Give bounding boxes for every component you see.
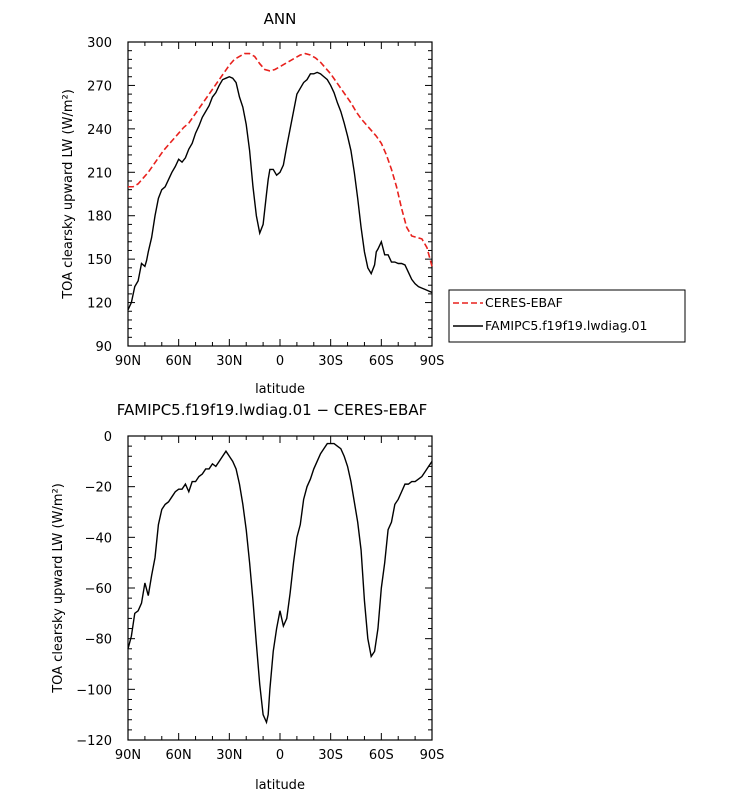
top-chart-title: ANN (264, 10, 297, 28)
legend: CERES-EBAF FAMIPC5.f19f19.lwdiag.01 (448, 289, 686, 343)
y-tick-label: −20 (85, 481, 112, 496)
series-line-famipc5 (127, 71, 433, 311)
top-series-lines (127, 52, 433, 311)
x-tick-label: 0 (276, 354, 284, 369)
x-tick-label: 90N (115, 748, 141, 763)
top-x-axis-label: latitude (255, 382, 305, 397)
y-tick-label: 150 (87, 253, 112, 268)
bottom-x-axis-label: latitude (255, 778, 305, 793)
y-tick-label: 120 (87, 297, 112, 312)
x-tick-label: 90S (420, 748, 445, 763)
bottom-panel: FAMIPC5.f19f19.lwdiag.01 − CERES-EBAF 90… (51, 401, 444, 793)
bottom-tick-marks (127, 435, 433, 741)
legend-label-ceres-ebaf: CERES-EBAF (485, 295, 563, 310)
y-tick-label: −100 (76, 683, 112, 698)
y-tick-label: 240 (87, 123, 112, 138)
bottom-x-tick-labels: 90N 60N 30N 0 30S 60S 90S (115, 748, 445, 763)
bottom-series-lines (127, 442, 433, 725)
top-y-axis-label: TOA clearsky upward LW (W/m²) (61, 89, 76, 300)
legend-label-famipc5: FAMIPC5.f19f19.lwdiag.01 (485, 318, 647, 333)
y-tick-label: 210 (87, 166, 112, 181)
y-tick-label: 0 (104, 430, 112, 445)
y-tick-label: −60 (85, 582, 112, 597)
bottom-y-axis-label: TOA clearsky upward LW (W/m²) (51, 483, 66, 694)
top-panel: ANN 90N 60N 30N 0 30S 60S 90S 90 120 150 180 210 24… (61, 10, 686, 397)
y-tick-label: −80 (85, 633, 112, 648)
x-tick-label: 30N (216, 748, 242, 763)
y-tick-label: −40 (85, 531, 112, 546)
series-line-difference (127, 442, 433, 725)
x-tick-label: 90N (115, 354, 141, 369)
x-tick-label: 60N (166, 748, 192, 763)
x-tick-label: 0 (276, 748, 284, 763)
top-x-tick-labels: 90N 60N 30N 0 30S 60S 90S (115, 354, 445, 369)
series-line-ceres-ebaf (128, 52, 433, 267)
y-tick-label: 270 (87, 79, 112, 94)
bottom-chart-title: FAMIPC5.f19f19.lwdiag.01 − CERES-EBAF (117, 401, 427, 419)
x-tick-label: 60S (369, 354, 394, 369)
bottom-y-tick-labels: −120 −100 −80 −60 −40 −20 0 (76, 430, 112, 749)
top-y-tick-labels: 90 120 150 180 210 240 270 300 (87, 36, 112, 355)
x-tick-label: 60N (166, 354, 192, 369)
x-tick-label: 30N (216, 354, 242, 369)
x-tick-label: 30S (318, 748, 343, 763)
bottom-plot-frame (127, 435, 433, 741)
x-tick-label: 90S (420, 354, 445, 369)
y-tick-label: 90 (95, 340, 112, 355)
top-plot-frame (127, 41, 433, 347)
y-tick-label: 180 (87, 210, 112, 225)
x-tick-label: 30S (318, 354, 343, 369)
y-tick-label: 300 (87, 36, 112, 51)
y-tick-label: −120 (76, 734, 112, 749)
legend-box (448, 289, 686, 343)
x-tick-label: 60S (369, 748, 394, 763)
top-tick-marks (127, 41, 433, 347)
